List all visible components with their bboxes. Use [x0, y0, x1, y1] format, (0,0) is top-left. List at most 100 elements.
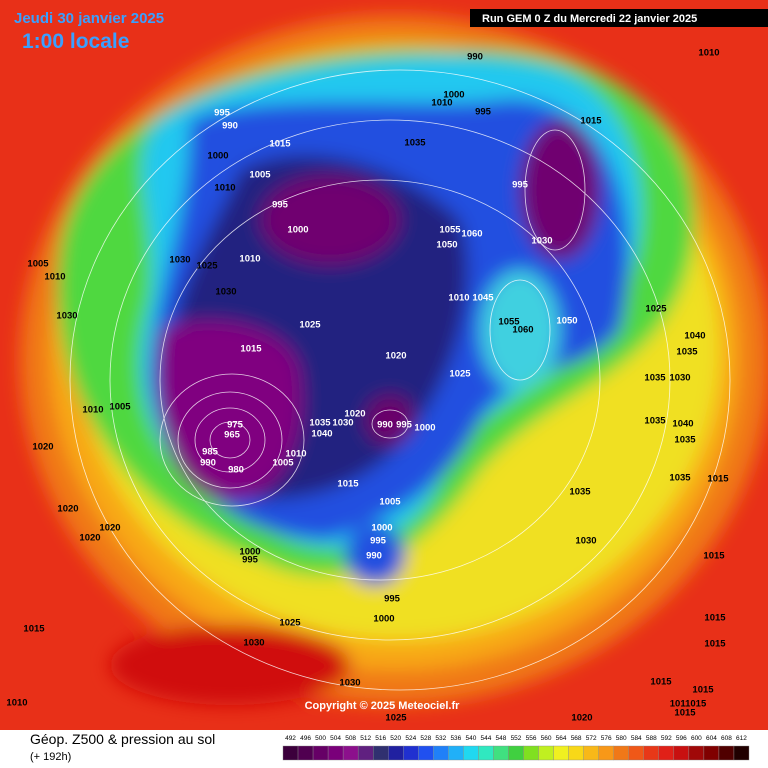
scale-label: 496	[300, 735, 311, 742]
pressure-label: 1035	[644, 373, 666, 384]
scale-label: 592	[661, 735, 672, 742]
scale-cell	[297, 745, 314, 761]
pressure-label: 1020	[344, 409, 365, 420]
pressure-label: 1015	[703, 551, 725, 562]
scale-label: 544	[481, 735, 492, 742]
pressure-label: 1010	[698, 48, 719, 59]
scale-label: 576	[601, 735, 612, 742]
time: 1:00 locale	[22, 30, 129, 53]
pressure-label: 1035	[669, 473, 691, 484]
pressure-label: 1015	[704, 639, 726, 650]
pressure-label: 1015	[707, 474, 729, 485]
pressure-label: 1015	[704, 613, 726, 624]
pressure-label: 1020	[79, 533, 100, 544]
scale-label: 612	[736, 735, 747, 742]
pressure-label: 1030	[575, 536, 596, 547]
pressure-label: 995	[242, 555, 259, 566]
scale-label: 584	[631, 735, 642, 742]
scale-label: 568	[571, 735, 582, 742]
scale-cell	[418, 745, 434, 761]
scale-cell	[613, 745, 629, 761]
pressure-label: 990	[377, 420, 393, 431]
pressure-label: 990	[200, 458, 216, 469]
pressure-label: 990	[467, 52, 483, 63]
scale-label: 540	[465, 735, 476, 742]
scale-cell	[598, 745, 614, 761]
scale-label: 560	[541, 735, 552, 742]
pressure-label: 1025	[385, 713, 407, 724]
pressure-label: 1000	[371, 523, 392, 534]
pressure-label: 1020	[571, 713, 592, 724]
pressure-label: 1000	[207, 151, 228, 162]
pressure-label: 1025	[299, 320, 321, 331]
scale-cell	[688, 745, 705, 761]
scale-label: 536	[450, 735, 461, 742]
pressure-label: 1035	[674, 435, 696, 446]
scale-cell	[523, 745, 539, 761]
pressure-label: 975	[227, 420, 244, 431]
pressure-label: 1035	[309, 418, 331, 429]
pressure-label: 1005	[27, 259, 49, 270]
pressure-label: 1035	[569, 487, 591, 498]
color-scale: 492 496 500 504 508 512 516 520 524 528 532 536 540 5…	[282, 735, 750, 761]
pressure-label: 1015	[580, 116, 602, 127]
scale-cell	[553, 745, 569, 761]
pressure-label: 1020	[57, 504, 78, 515]
pressure-label: 1005	[249, 170, 271, 181]
pressure-label: 1035	[676, 347, 698, 358]
pressure-label: 995	[214, 108, 231, 119]
pressure-label: 1010	[431, 98, 452, 109]
scale-cell	[733, 745, 750, 761]
pressure-label: 1040	[684, 331, 705, 342]
scale-label: 564	[556, 735, 567, 742]
scale-label: 512	[360, 735, 371, 742]
scale-label: 600	[691, 735, 702, 742]
lead-time: (+ 192h)	[30, 751, 71, 763]
scale-cell	[342, 745, 359, 761]
map	[0, 0, 768, 730]
scale-cell	[628, 745, 644, 761]
pressure-label: 1010	[239, 254, 260, 265]
pressure-label: 1015	[650, 677, 672, 688]
pressure-label: 1040	[672, 419, 693, 430]
pressure-label: 1025	[449, 369, 471, 380]
scale-cell	[403, 745, 419, 761]
pressure-label: 1040	[311, 429, 332, 440]
pressure-label: 1010	[448, 293, 469, 304]
pressure-label: 995	[384, 594, 401, 605]
scale-label: 588	[646, 735, 657, 742]
scale-cell	[673, 745, 690, 761]
pressure-label: 1030	[669, 373, 690, 384]
scale-cell	[718, 745, 735, 761]
pressure-label: 1015	[674, 708, 696, 719]
scale-label: 608	[721, 735, 732, 742]
date: Jeudi 30 janvier 2025	[14, 10, 164, 27]
scale-label: 548	[496, 735, 507, 742]
pressure-labels: 995 990 990 1010 1000 1010 995 1015 1035 1015 1000…	[6, 48, 729, 724]
scale-cell	[493, 745, 509, 761]
scale-cell	[508, 745, 524, 761]
copyright: Copyright © 2025 Meteociel.fr	[305, 700, 461, 712]
pressure-label: 1030	[531, 236, 552, 247]
pressure-label: 995	[272, 200, 289, 211]
scale-cell	[327, 745, 344, 761]
pressure-label: 995	[512, 180, 529, 191]
scale-cell	[388, 745, 404, 761]
run-info: Run GEM 0 Z du Mercredi 22 janvier 2025	[482, 13, 697, 25]
pressure-label: 1000	[287, 225, 308, 236]
pressure-label: 1020	[32, 442, 53, 453]
scale-label: 552	[511, 735, 522, 742]
scale-label: 604	[706, 735, 717, 742]
scale-label: 520	[390, 735, 401, 742]
scale-cell	[448, 745, 464, 761]
pressure-label: 995	[370, 536, 387, 547]
pressure-label: 1030	[215, 287, 236, 298]
pressure-label: 1020	[99, 523, 120, 534]
pressure-label: 1010	[44, 272, 65, 283]
scale-cell	[568, 745, 584, 761]
scale-label: 504	[330, 735, 341, 742]
scale-label: 532	[435, 735, 446, 742]
